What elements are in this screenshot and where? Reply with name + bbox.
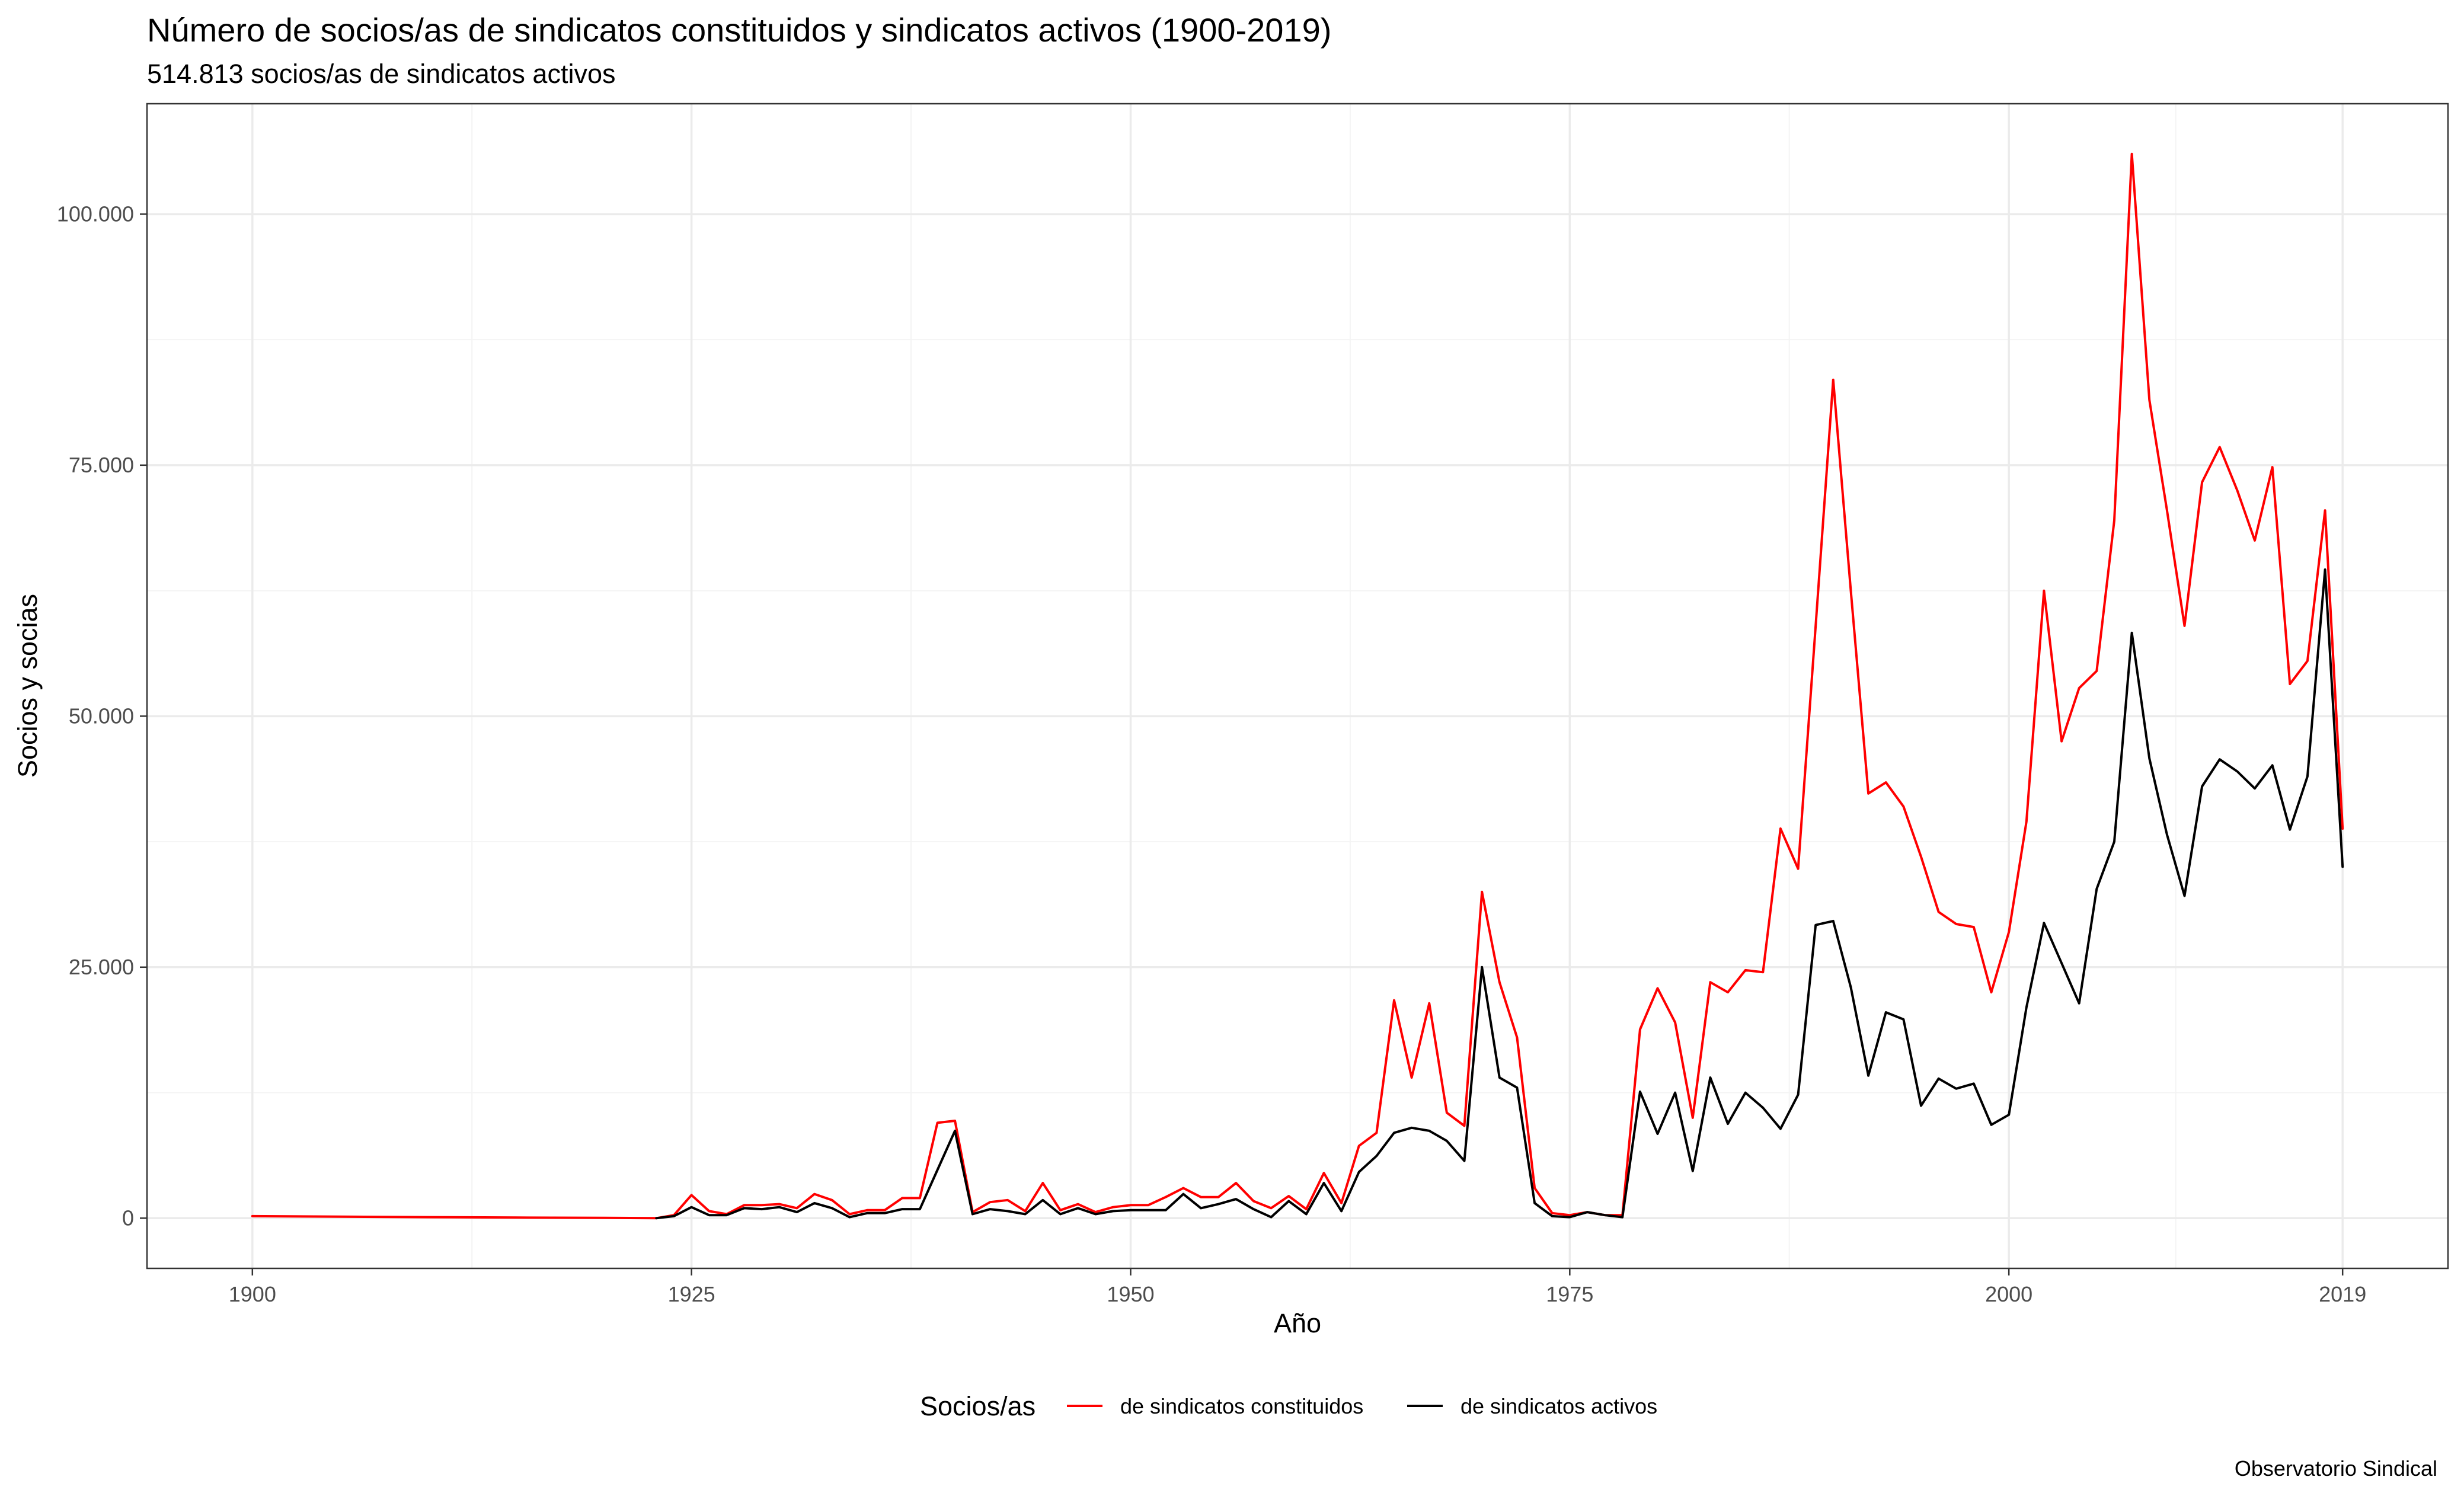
legend-title: Socios/as	[920, 1391, 1036, 1421]
x-tick-label: 1900	[229, 1282, 276, 1306]
y-tick-label: 0	[122, 1206, 134, 1230]
minor-gridlines-y	[147, 339, 2448, 1094]
y-axis: 0 25.000 50.000 75.000 100.000	[57, 202, 147, 1230]
y-tick-label: 100.000	[57, 202, 134, 226]
chart-subtitle: 514.813 socios/as de sindicatos activos	[147, 59, 615, 89]
y-tick-label: 25.000	[69, 955, 134, 979]
panel-border	[146, 103, 2449, 1270]
x-axis: 1900 1925 1950 1975 2000 2019	[229, 1268, 2366, 1306]
chart-caption: Observatorio Sindical	[2235, 1456, 2437, 1481]
x-tick-label: 2019	[2319, 1282, 2366, 1306]
x-tick-label: 1925	[668, 1282, 715, 1306]
y-tick-label: 50.000	[69, 704, 134, 728]
y-tick-label: 75.000	[69, 453, 134, 477]
legend-label-constituidos: de sindicatos constituidos	[1120, 1394, 1363, 1418]
x-tick-label: 1975	[1546, 1282, 1593, 1306]
plot-panel	[146, 103, 2449, 1270]
series-line-constituidos	[251, 152, 2344, 1220]
series-lines	[251, 152, 2344, 1220]
y-axis-title: Socios y socias	[12, 594, 43, 778]
chart-title: Número de socios/as de sindicatos consti…	[147, 11, 1331, 49]
x-axis-title: Año	[1274, 1308, 1321, 1338]
legend: Socios/as de sindicatos constituidos de …	[920, 1391, 1657, 1421]
panel-background	[147, 104, 2448, 1268]
major-gridlines-x	[251, 104, 2344, 1268]
series-line-activos	[655, 568, 2344, 1220]
x-tick-label: 2000	[1985, 1282, 2032, 1306]
x-tick-label: 1950	[1107, 1282, 1154, 1306]
legend-label-activos: de sindicatos activos	[1460, 1394, 1657, 1418]
minor-gridlines-x	[471, 104, 2177, 1268]
